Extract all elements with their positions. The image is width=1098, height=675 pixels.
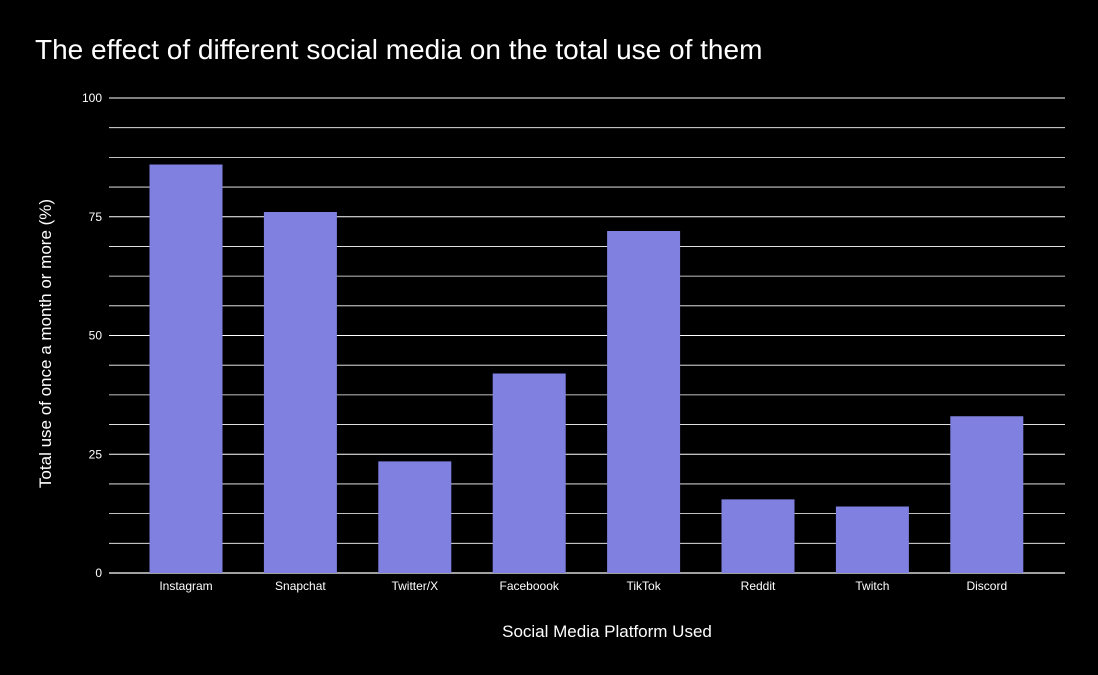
bar-instagram[interactable] <box>149 164 223 574</box>
bar-reddit[interactable] <box>721 499 795 573</box>
grid-layer <box>109 97 1065 574</box>
bar-layer <box>149 164 1024 574</box>
bar-twitter-x[interactable] <box>378 461 452 573</box>
x-tick-labels: Instagram Snapchat Twitter/X Faceboook TikTo… <box>159 579 1007 593</box>
x-tick-label: Twitch <box>855 579 889 593</box>
x-axis-title: Social Media Platform Used <box>502 622 712 641</box>
x-tick-label: Discord <box>966 579 1007 593</box>
y-axis-title: Total use of once a month or more (%) <box>36 199 55 488</box>
x-tick-label: TikTok <box>626 579 661 593</box>
chart-title: The effect of different social media on … <box>35 34 763 65</box>
x-tick-label: Faceboook <box>500 579 560 593</box>
x-tick-label: Reddit <box>741 579 776 593</box>
x-tick-label: Snapchat <box>275 579 326 593</box>
bar-tiktok[interactable] <box>607 231 681 573</box>
y-tick-labels: 0 25 50 75 100 <box>82 91 102 580</box>
y-tick-label: 75 <box>89 210 103 224</box>
bar-snapchat[interactable] <box>263 212 337 573</box>
bar-twitch[interactable] <box>835 506 909 574</box>
x-tick-label: Instagram <box>159 579 212 593</box>
bar-faceboook[interactable] <box>492 373 566 574</box>
x-tick-label: Twitter/X <box>391 579 438 593</box>
y-tick-label: 100 <box>82 91 102 105</box>
y-tick-label: 0 <box>95 566 102 580</box>
y-tick-label: 25 <box>89 447 103 461</box>
bar-discord[interactable] <box>950 416 1024 573</box>
y-tick-label: 50 <box>89 329 103 343</box>
